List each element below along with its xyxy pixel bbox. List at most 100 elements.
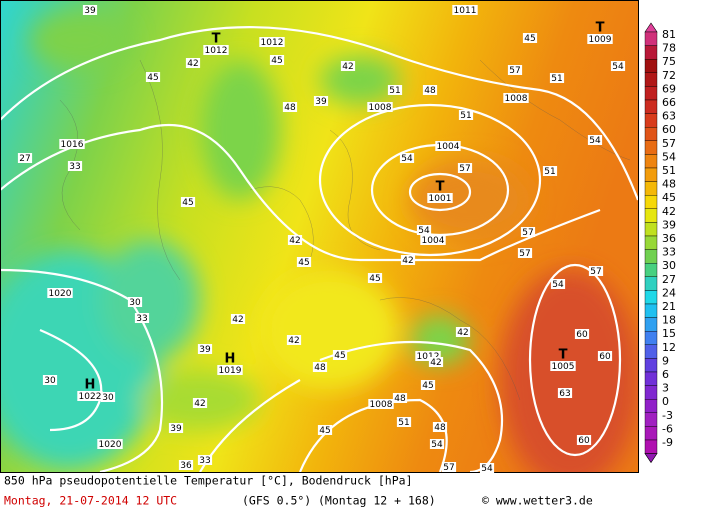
contour-label-box [432,422,448,432]
contour-label-box [282,102,298,112]
contour-label-box [185,58,201,68]
colorbar-segment [644,385,658,400]
colorbar-segment [644,331,658,346]
colorbar-segment [644,167,658,182]
contour-label: 48 [284,103,296,113]
colorbar-segment [644,263,658,278]
contour-label-box [42,375,58,385]
colorbar-label: 63 [662,110,676,123]
colorbar: 8178757269666360575451484542393633302724… [644,22,676,464]
contour-label: 39 [199,345,211,355]
contour-label: 57 [459,164,470,174]
contour-label-box [517,248,533,258]
colorbar-label: 36 [662,232,676,245]
contour-label-box [399,153,415,163]
footer-title: 850 hPa pseudopotentielle Temperatur [°C… [4,474,413,488]
contour-label-box [422,85,438,95]
contour-label: 57 [443,463,454,473]
contour-label-box [400,255,416,265]
contour-label: 33 [199,456,210,466]
colorbar-label: 48 [662,178,676,191]
contour-label-box [296,257,312,267]
contour-label: 51 [460,111,471,121]
contour-label: 39 [170,424,182,434]
contour-label: 45 [524,34,535,44]
contour-label: 45 [422,381,433,391]
contour-label: 54 [552,280,564,290]
colorbar-cap-bottom [644,453,658,464]
contour-label-box [17,153,33,163]
footer-model: (GFS 0.5°) [242,494,311,508]
contour-label: 54 [418,226,430,236]
colorbar-segment [644,86,658,101]
contour-label-box [455,327,471,337]
contour-label-box [180,197,196,207]
contour-label: 45 [271,56,282,66]
colorbar-segment [644,181,658,196]
contour-label: 33 [69,162,80,172]
contour-label-box [479,463,495,473]
colorbar-segment [644,317,658,332]
colorbar-segment [644,303,658,318]
colorbar-label: 54 [662,150,676,163]
contour-label-box [340,61,356,71]
contour-label-box [588,266,604,276]
isobar-label-box [97,439,123,449]
contour-label: 57 [590,267,601,277]
pressure-value: 1012 [205,46,228,56]
contour-label: 51 [544,167,555,177]
isobar-label-box [435,141,461,151]
contour-label: 45 [182,198,193,208]
contour-label-box [178,460,194,470]
isobar-label: 1011 [454,6,477,16]
pressure-symbol: T [559,348,568,363]
colorbar-label: 78 [662,42,676,55]
colorbar-label: 51 [662,164,676,177]
isobar-label-box [367,102,393,112]
contour-label-box [313,96,329,106]
contour-label: 39 [84,6,96,16]
isobar-label: 1020 [49,289,72,299]
contour-label-box [557,388,573,398]
contour-label-box [145,72,161,82]
contour-label: 39 [315,97,327,107]
isobar-label: 1012 [261,38,284,48]
contour-label-box [197,455,213,465]
contour-label: 30 [129,298,141,308]
contour-label-box [507,65,523,75]
contour-label: 60 [576,330,588,340]
pressure-value-box [203,45,229,55]
contour-label: 42 [194,399,205,409]
contour-label: 54 [481,464,493,474]
contour-label-box [396,417,412,427]
colorbar-label: 30 [662,259,676,272]
contour-label-box [192,398,208,408]
contour-label-box [387,85,403,95]
colorbar-segment [644,140,658,155]
colorbar-segment [644,45,658,60]
pressure-symbol: H [85,378,96,393]
pressure-value-box [427,193,453,203]
contour-label: 48 [424,86,436,96]
pressure-value-box [217,365,243,375]
contour-label: 42 [342,62,353,72]
colorbar-label: -3 [662,409,673,422]
contour-label-box [574,329,590,339]
contour-label: 42 [289,236,300,246]
colorbar-segment [644,344,658,359]
contour-label-box [458,110,474,120]
isobar-label-box [452,5,478,15]
contour-label: 57 [519,249,530,259]
contour-label: 57 [522,228,533,238]
contour-label-box [550,279,566,289]
contour-label: 42 [402,256,413,266]
colorbar-label: 0 [662,395,669,408]
colorbar-label: 33 [662,246,676,259]
contour-label: 42 [457,328,468,338]
contour-label-box [428,357,444,367]
pressure-value: 1009 [589,35,612,45]
footer-run: (Montag 12 + 168) [318,494,436,508]
contour-label-box [597,351,613,361]
isobar-label: 1016 [61,140,84,150]
